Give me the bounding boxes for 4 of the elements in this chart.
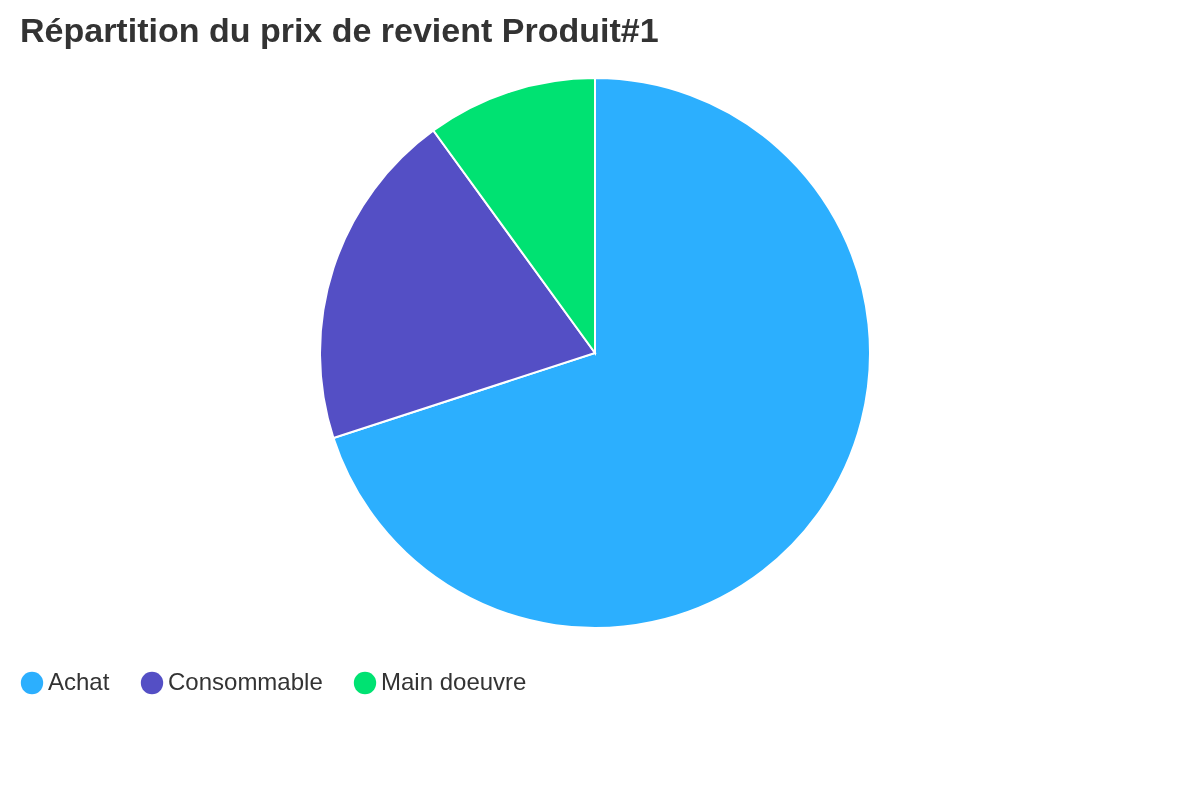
legend-label: Achat [48,668,110,695]
legend-label: Main doeuvre [381,668,527,695]
chart-title: Répartition du prix de revient Produit#1 [20,11,659,49]
legend-label: Consommable [168,668,323,695]
